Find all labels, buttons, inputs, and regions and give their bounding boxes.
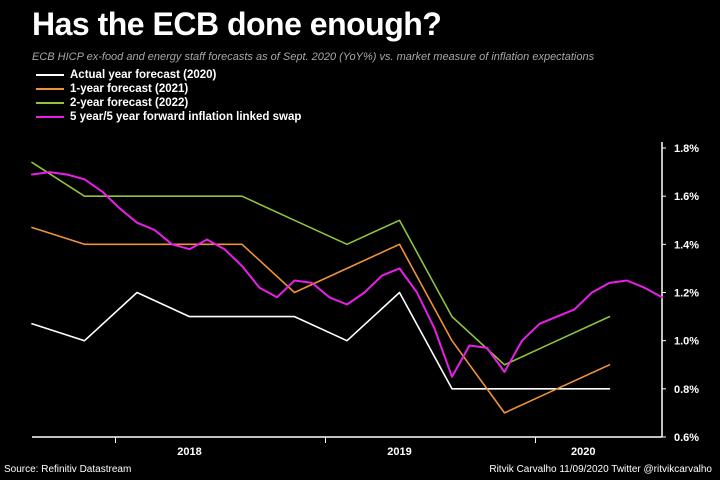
legend-swatch-2-year [36, 102, 64, 104]
series-line-4 [31, 171, 663, 378]
series-line-2 [31, 226, 611, 414]
y-tick-label: 1.6% [674, 191, 699, 203]
legend-label-1-year: 1-year forecast (2021) [70, 83, 189, 95]
credit-note: Ritvik Carvalho 11/09/2020 Twitter @ritv… [489, 464, 712, 475]
series-line-1 [31, 291, 611, 390]
y-tick-label: 1.2% [674, 288, 699, 300]
legend-swatch-swap [36, 116, 64, 118]
legend-item-actual-year: Actual year forecast (2020) [36, 68, 301, 82]
legend-label-actual-year: Actual year forecast (2020) [70, 69, 217, 81]
source-note: Source: Refinitiv Datastream [4, 464, 132, 475]
x-tick-label: 2020 [571, 446, 595, 458]
x-tick-label: 2019 [387, 446, 411, 458]
legend: Actual year forecast (2020) 1-year forec… [36, 68, 301, 124]
legend-swatch-actual-year [36, 74, 64, 76]
y-tick-label: 1.4% [674, 239, 699, 251]
legend-swatch-1-year [36, 88, 64, 90]
y-tick-label: 0.8% [674, 384, 699, 396]
legend-item-swap: 5 year/5 year forward inflation linked s… [36, 110, 301, 124]
legend-label-2-year: 2-year forecast (2022) [70, 97, 189, 109]
y-tick-label: 0.6% [674, 432, 699, 444]
legend-item-1-year: 1-year forecast (2021) [36, 82, 301, 96]
chart-title: Has the ECB done enough? [32, 6, 442, 42]
y-tick-label: 1.8% [674, 143, 699, 155]
legend-label-swap: 5 year/5 year forward inflation linked s… [70, 111, 302, 123]
y-tick-label: 1.0% [674, 336, 699, 348]
series-line-3 [31, 161, 611, 366]
x-tick-label: 2018 [177, 446, 201, 458]
chart-subtitle: ECB HICP ex-food and energy staff foreca… [32, 51, 595, 63]
legend-item-2-year: 2-year forecast (2022) [36, 96, 301, 110]
